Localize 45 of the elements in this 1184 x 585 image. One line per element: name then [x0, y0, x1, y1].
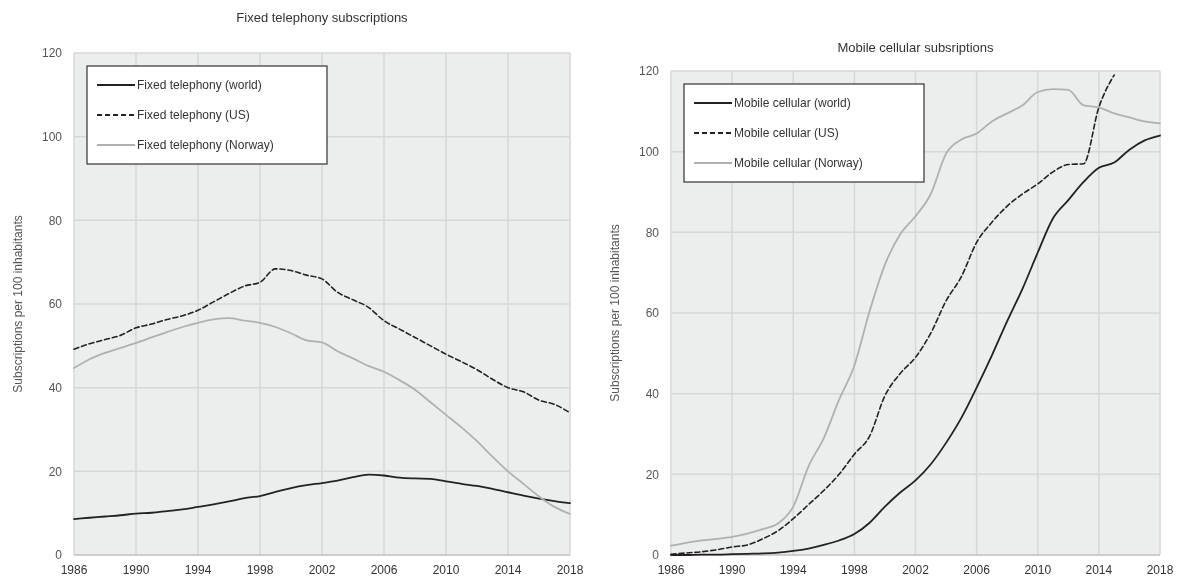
x-tick-label: 1986 — [60, 563, 88, 577]
x-tick-label: 2014 — [1085, 563, 1113, 577]
y-axis-title: Subscriptions per 100 inhabitants — [11, 215, 25, 393]
y-tick-label: 60 — [645, 306, 660, 321]
line-series — [73, 473, 571, 520]
x-tick-label: 1986 — [657, 563, 685, 577]
y-tick-label: 20 — [48, 464, 63, 479]
legend-label: Mobile cellular (world) — [734, 96, 851, 111]
line-series — [73, 268, 571, 414]
chart-title: Mobile cellular subsriptions — [837, 40, 995, 55]
legend-label: Mobile cellular (Norway) — [734, 156, 863, 171]
y-tick-label: 120 — [638, 64, 660, 79]
legend-label: Fixed telephony (world) — [137, 78, 262, 93]
y-tick-label: 100 — [638, 144, 660, 159]
x-tick-label: 2006 — [370, 563, 398, 577]
y-tick-label: 100 — [41, 129, 63, 144]
x-tick-label: 1994 — [779, 563, 807, 577]
y-tick-label: 120 — [41, 46, 63, 61]
x-tick-label: 2010 — [1024, 563, 1052, 577]
legend-label: Fixed telephony (Norway) — [137, 138, 274, 153]
chart-title: Fixed telephony subscriptions — [236, 10, 409, 25]
x-tick-label: 2002 — [308, 563, 336, 577]
y-tick-label: 0 — [55, 548, 63, 563]
y-tick-label: 60 — [48, 297, 63, 312]
legend-label: Fixed telephony (US) — [137, 108, 250, 123]
y-tick-label: 40 — [48, 380, 63, 395]
y-axis-title: Subscriptions per 100 inhabitants — [608, 224, 622, 402]
x-tick-label: 1990 — [718, 563, 746, 577]
y-tick-label: 80 — [48, 213, 63, 228]
x-tick-label: 2018 — [556, 563, 584, 577]
x-tick-label: 2002 — [902, 563, 930, 577]
x-tick-label: 1994 — [184, 563, 212, 577]
x-tick-label: 2010 — [432, 563, 460, 577]
y-tick-label: 20 — [645, 467, 660, 482]
x-tick-label: 1990 — [122, 563, 150, 577]
x-tick-label: 2006 — [963, 563, 991, 577]
y-tick-label: 40 — [645, 386, 660, 401]
x-tick-label: 2018 — [1146, 563, 1174, 577]
y-tick-label: 0 — [652, 548, 660, 563]
x-tick-label: 2014 — [494, 563, 522, 577]
legend-label: Mobile cellular (US) — [734, 126, 839, 141]
x-tick-label: 1998 — [246, 563, 274, 577]
line-series — [73, 317, 571, 515]
x-tick-label: 1998 — [841, 563, 869, 577]
y-tick-label: 80 — [645, 225, 660, 240]
